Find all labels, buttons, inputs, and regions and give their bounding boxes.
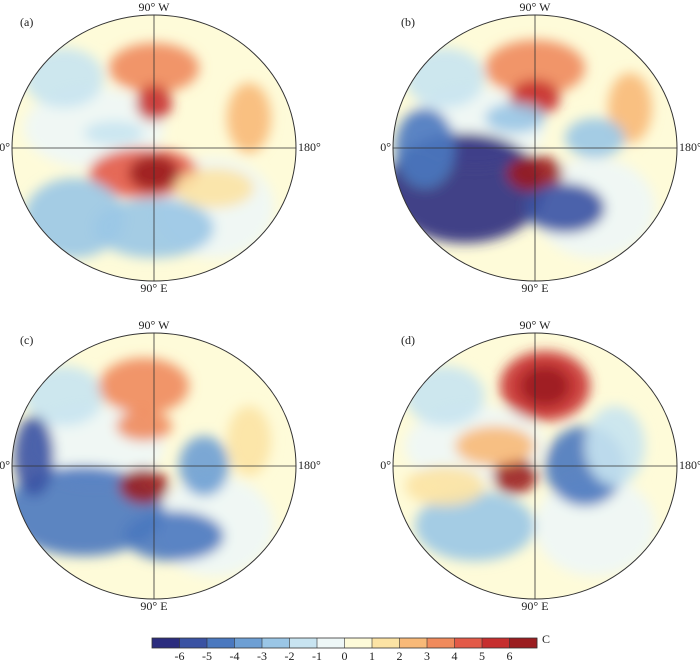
colorbar-segment bbox=[234, 638, 263, 648]
colorbar-tick-label: 2 bbox=[397, 649, 403, 662]
lon-label-right: 180° bbox=[679, 458, 700, 472]
anomaly bbox=[119, 468, 169, 504]
anomaly bbox=[520, 366, 570, 406]
map-panel: (c) 90° W 90° E 0° 180° bbox=[0, 318, 321, 613]
colorbar-segment bbox=[344, 638, 373, 648]
anomaly bbox=[227, 406, 271, 476]
anomaly-blobs bbox=[405, 351, 655, 576]
anomaly-field bbox=[12, 358, 274, 576]
lon-label-bottom: 90° E bbox=[140, 599, 167, 613]
anomaly bbox=[585, 406, 645, 486]
colorbar-segment bbox=[454, 638, 483, 648]
colorbar-tick-label: 6 bbox=[507, 649, 513, 662]
lon-label-bottom: 90° E bbox=[521, 599, 548, 613]
lon-label-left: 0° bbox=[0, 140, 10, 154]
panel-label: (b) bbox=[401, 15, 415, 29]
lon-label-bottom: 90° E bbox=[140, 281, 167, 295]
lon-label-top: 90° W bbox=[139, 0, 171, 14]
anomaly bbox=[116, 411, 172, 441]
colorbar-segment bbox=[427, 638, 455, 648]
anomaly bbox=[227, 83, 271, 153]
anomaly bbox=[24, 48, 104, 108]
anomaly-blobs bbox=[24, 43, 274, 258]
colorbar-segment bbox=[207, 638, 235, 648]
anomaly bbox=[405, 48, 485, 108]
panel-label: (a) bbox=[20, 15, 33, 29]
panel-label: (d) bbox=[401, 333, 415, 347]
anomaly-field bbox=[405, 351, 655, 576]
anomaly bbox=[608, 73, 652, 143]
colorbar-tick-label: 1 bbox=[369, 649, 375, 662]
lon-label-top: 90° W bbox=[139, 318, 171, 332]
map-panel: (a) 90° W 90° E 0° 180° bbox=[0, 0, 321, 295]
lon-label-left: 0° bbox=[380, 140, 391, 154]
anomaly bbox=[84, 121, 144, 145]
anomaly bbox=[405, 366, 485, 426]
anomaly bbox=[455, 426, 535, 466]
colorbar-unit: C bbox=[542, 632, 550, 646]
anomaly-field bbox=[24, 43, 274, 258]
colorbar-segment bbox=[317, 638, 345, 648]
anomaly bbox=[535, 476, 655, 576]
anomaly bbox=[525, 183, 605, 233]
colorbar-segment bbox=[509, 638, 538, 648]
anomaly bbox=[415, 491, 535, 561]
anomaly bbox=[493, 458, 537, 494]
lon-label-left: 0° bbox=[0, 458, 10, 472]
colorbar-segment bbox=[399, 638, 428, 648]
anomaly bbox=[405, 466, 485, 506]
colorbar-tick-label: 0 bbox=[342, 649, 348, 662]
lon-label-right: 180° bbox=[679, 140, 700, 154]
lon-label-bottom: 90° E bbox=[521, 281, 548, 295]
anomaly bbox=[99, 358, 189, 414]
panel-label: (c) bbox=[20, 333, 33, 347]
colorbar-tick-label: -6 bbox=[175, 649, 185, 662]
colorbar-segment bbox=[179, 638, 208, 648]
anomaly-blobs bbox=[12, 358, 274, 576]
colorbar-segment bbox=[372, 638, 400, 648]
colorbar-tick-label: 3 bbox=[424, 649, 430, 662]
colorbar-segment bbox=[289, 638, 318, 648]
anomaly bbox=[174, 168, 254, 208]
colorbar-segment bbox=[482, 638, 510, 648]
lon-label-left: 0° bbox=[380, 458, 391, 472]
colorbar-segment bbox=[262, 638, 290, 648]
colorbar-tick-label: -1 bbox=[312, 649, 322, 662]
anomaly bbox=[485, 103, 545, 133]
colorbar-tick-label: -5 bbox=[202, 649, 212, 662]
map-panel: (d) 90° W 90° E 0° 180° bbox=[380, 318, 700, 613]
colorbar-tick-label: -4 bbox=[230, 649, 240, 662]
lon-label-top: 90° W bbox=[520, 318, 552, 332]
lon-label-right: 180° bbox=[298, 140, 321, 154]
colorbar-segment bbox=[152, 638, 180, 648]
map-panel: (b) 90° W 90° E 0° 180° bbox=[380, 0, 700, 295]
colorbar-tick-label: 4 bbox=[452, 649, 458, 662]
lon-label-top: 90° W bbox=[520, 0, 552, 14]
anomaly bbox=[124, 511, 224, 561]
colorbar-tick-label: -2 bbox=[285, 649, 295, 662]
colorbar-tick-label: 5 bbox=[479, 649, 485, 662]
lon-label-right: 180° bbox=[298, 458, 321, 472]
anomaly bbox=[14, 416, 54, 496]
anomaly bbox=[565, 118, 625, 158]
colorbar-tick-label: -3 bbox=[257, 649, 267, 662]
